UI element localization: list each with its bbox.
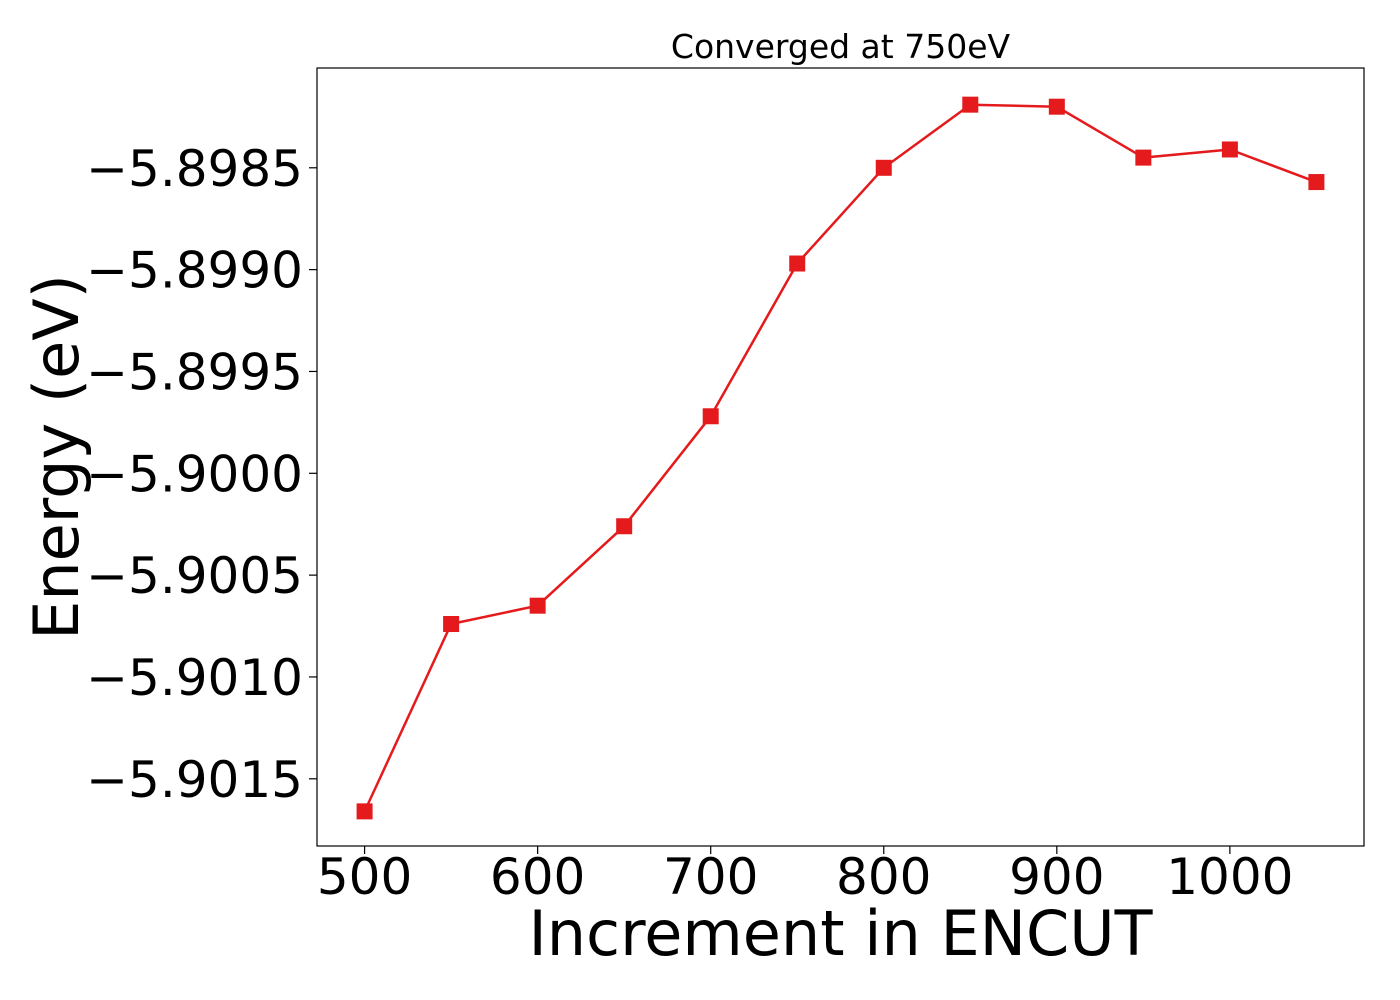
x-tick-label: 500 (317, 848, 412, 906)
plot-frame (316, 67, 1365, 847)
data-point-marker (1135, 149, 1152, 166)
data-point-marker (1048, 98, 1065, 115)
chart-title: Converged at 750eV (671, 27, 1011, 66)
data-point-marker (962, 96, 979, 113)
y-tick-label: −5.8985 (86, 140, 303, 198)
y-tick-label: −5.9015 (86, 751, 303, 809)
data-point-marker (1221, 141, 1238, 158)
y-axis-ticks: −5.9015 −5.9010 −5.9005 −5.9000 −5.8995 −5.89… (86, 140, 317, 809)
y-tick-label: −5.8990 (86, 242, 303, 300)
series-layer (356, 96, 1325, 820)
y-tick-label: −5.9005 (86, 547, 303, 605)
x-tick-label: 1000 (1166, 848, 1293, 906)
data-point-marker (443, 616, 460, 633)
x-tick-label: 700 (663, 848, 758, 906)
series-line (363, 103, 1317, 812)
data-point-marker (1308, 174, 1325, 191)
data-point-marker (702, 408, 719, 425)
data-point-marker (356, 803, 373, 820)
x-tick-label: 900 (1009, 848, 1104, 906)
y-axis-label: Energy (eV) (20, 274, 93, 640)
data-point-marker (875, 159, 892, 176)
x-tick-label: 800 (836, 848, 931, 906)
data-point-marker (529, 597, 546, 614)
x-tick-label: 600 (490, 848, 585, 906)
plot-area (316, 67, 1365, 847)
y-tick-label: −5.9000 (86, 445, 303, 503)
x-axis-ticks: 500 600 700 800 900 1000 (317, 846, 1294, 906)
y-tick-label: −5.8995 (86, 343, 303, 401)
data-point-marker (789, 255, 806, 272)
y-tick-label: −5.9010 (86, 649, 303, 707)
data-point-marker (616, 518, 633, 535)
x-axis-label: Increment in ENCUT (528, 897, 1153, 970)
